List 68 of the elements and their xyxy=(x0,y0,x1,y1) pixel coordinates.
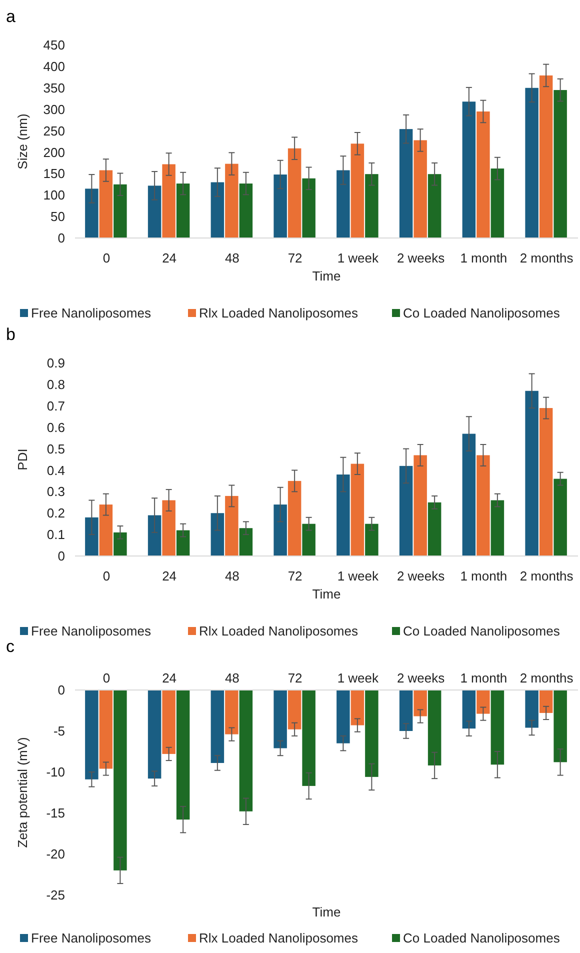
x-tick-label: 1 month xyxy=(460,568,508,584)
x-tick-label: 2 months xyxy=(520,568,574,584)
y-tick-label: 0.7 xyxy=(46,398,65,414)
y-tick-label: -15 xyxy=(46,806,65,821)
x-tick-label: 0 xyxy=(102,250,110,266)
legend-label: Rlx Loaded Nanoliposomes xyxy=(199,624,358,639)
chart-title: c xyxy=(6,637,15,656)
x-tick-label: 1 week xyxy=(337,568,380,584)
y-tick-label: 0.3 xyxy=(46,484,65,500)
y-tick-label: 0.8 xyxy=(46,376,65,392)
y-tick-label: 0.5 xyxy=(46,441,65,456)
legend-label: Co Loaded Nanoliposomes xyxy=(403,930,560,946)
y-tick-label: -25 xyxy=(46,888,65,903)
x-tick-label: 48 xyxy=(224,670,240,686)
x-tick-label: 1 week xyxy=(337,250,380,266)
y-tick-label: 300 xyxy=(43,102,65,117)
x-tick-label: 24 xyxy=(162,250,177,266)
y-tick-label: 100 xyxy=(43,188,65,203)
x-tick-label: 0 xyxy=(102,670,110,686)
x-tick-label: 1 month xyxy=(460,250,508,266)
legend-label: Co Loaded Nanoliposomes xyxy=(403,624,560,639)
x-tick-label: 48 xyxy=(224,250,240,266)
chart-title: b xyxy=(6,325,16,344)
y-tick-label: -20 xyxy=(46,846,65,862)
y-tick-label: 250 xyxy=(43,123,65,138)
y-tick-label: 0.9 xyxy=(46,356,65,371)
y-tick-label: 0 xyxy=(58,682,65,698)
legend-label: Rlx Loaded Nanoliposomes xyxy=(199,930,358,946)
y-tick-label: 0 xyxy=(58,230,65,246)
y-tick-label: -10 xyxy=(46,764,65,780)
x-tick-label: 24 xyxy=(162,670,177,686)
x-axis-title: Time xyxy=(312,268,341,284)
y-tick-label: 50 xyxy=(50,209,65,224)
legend-label: Free Nanoliposomes xyxy=(31,624,152,639)
legend-label: Free Nanoliposomes xyxy=(31,306,152,321)
x-tick-label: 48 xyxy=(224,568,240,584)
y-tick-label: 0.6 xyxy=(46,420,65,435)
y-axis-title: Zeta potential (mV) xyxy=(15,737,30,848)
y-tick-label: 450 xyxy=(43,38,65,53)
x-tick-label: 1 week xyxy=(337,670,380,686)
x-tick-label: 72 xyxy=(288,568,302,584)
y-tick-label: -5 xyxy=(53,724,65,739)
legend-label: Free Nanoliposomes xyxy=(31,930,152,946)
chart-title: a xyxy=(6,7,16,26)
x-tick-label: 2 weeks xyxy=(396,568,446,584)
y-tick-label: 0.1 xyxy=(46,527,65,542)
x-tick-label: 2 weeks xyxy=(396,250,446,266)
x-tick-label: 24 xyxy=(162,568,177,584)
legend-label: Rlx Loaded Nanoliposomes xyxy=(199,306,358,321)
x-tick-label: 1 month xyxy=(460,670,508,686)
y-axis-title: PDI xyxy=(15,448,30,470)
x-axis-title: Time xyxy=(312,586,341,602)
x-tick-label: 2 months xyxy=(520,250,574,266)
y-tick-label: 0.2 xyxy=(46,506,65,521)
x-tick-label: 0 xyxy=(102,568,110,584)
y-axis-title: Size (nm) xyxy=(15,114,30,170)
x-tick-label: 2 months xyxy=(520,670,574,686)
y-tick-label: 0.4 xyxy=(46,462,65,478)
x-axis-title: Time xyxy=(312,904,341,920)
legend-label: Co Loaded Nanoliposomes xyxy=(403,306,560,321)
x-tick-label: 2 weeks xyxy=(396,670,446,686)
y-tick-label: 400 xyxy=(43,58,65,74)
y-tick-label: 0 xyxy=(58,548,65,564)
y-tick-label: 350 xyxy=(43,80,65,96)
y-tick-label: 150 xyxy=(43,166,65,182)
y-tick-label: 200 xyxy=(43,144,65,160)
x-tick-label: 72 xyxy=(288,250,302,266)
x-tick-label: 72 xyxy=(288,670,302,686)
